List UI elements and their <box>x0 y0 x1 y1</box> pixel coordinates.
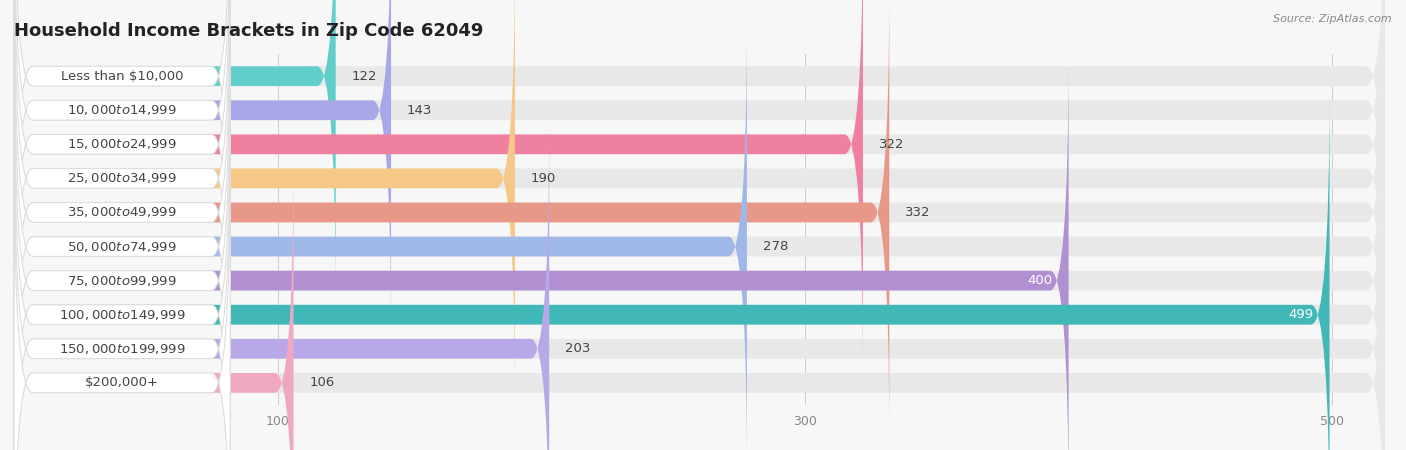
FancyBboxPatch shape <box>14 0 1385 407</box>
Text: $50,000 to $74,999: $50,000 to $74,999 <box>67 239 177 253</box>
FancyBboxPatch shape <box>14 0 231 407</box>
FancyBboxPatch shape <box>14 0 1385 339</box>
Text: $200,000+: $200,000+ <box>86 376 159 389</box>
FancyBboxPatch shape <box>14 52 231 450</box>
Text: 400: 400 <box>1028 274 1053 287</box>
FancyBboxPatch shape <box>14 0 231 441</box>
FancyBboxPatch shape <box>14 86 1330 450</box>
Text: $100,000 to $149,999: $100,000 to $149,999 <box>59 308 186 322</box>
FancyBboxPatch shape <box>14 0 863 373</box>
FancyBboxPatch shape <box>14 0 336 305</box>
Text: $15,000 to $24,999: $15,000 to $24,999 <box>67 137 177 151</box>
FancyBboxPatch shape <box>14 86 231 450</box>
Text: $10,000 to $14,999: $10,000 to $14,999 <box>67 103 177 117</box>
FancyBboxPatch shape <box>14 0 1385 373</box>
FancyBboxPatch shape <box>14 86 1385 450</box>
FancyBboxPatch shape <box>14 0 515 407</box>
FancyBboxPatch shape <box>14 154 1385 450</box>
Text: Less than $10,000: Less than $10,000 <box>60 70 183 83</box>
Text: $150,000 to $199,999: $150,000 to $199,999 <box>59 342 186 356</box>
FancyBboxPatch shape <box>14 0 1385 305</box>
Text: 332: 332 <box>905 206 931 219</box>
Text: 106: 106 <box>309 376 335 389</box>
FancyBboxPatch shape <box>14 0 391 339</box>
FancyBboxPatch shape <box>14 0 231 339</box>
Text: 203: 203 <box>565 342 591 355</box>
Text: 499: 499 <box>1289 308 1313 321</box>
Text: Household Income Brackets in Zip Code 62049: Household Income Brackets in Zip Code 62… <box>14 22 484 40</box>
FancyBboxPatch shape <box>14 18 231 450</box>
Text: 122: 122 <box>352 70 377 83</box>
FancyBboxPatch shape <box>14 0 890 441</box>
FancyBboxPatch shape <box>14 18 1385 450</box>
FancyBboxPatch shape <box>14 18 747 450</box>
Text: 322: 322 <box>879 138 904 151</box>
FancyBboxPatch shape <box>14 0 231 305</box>
Text: 143: 143 <box>406 104 432 117</box>
Text: $25,000 to $34,999: $25,000 to $34,999 <box>67 171 177 185</box>
FancyBboxPatch shape <box>14 120 231 450</box>
FancyBboxPatch shape <box>14 120 550 450</box>
Text: $35,000 to $49,999: $35,000 to $49,999 <box>67 206 177 220</box>
FancyBboxPatch shape <box>14 120 1385 450</box>
Text: 190: 190 <box>531 172 555 185</box>
FancyBboxPatch shape <box>14 0 1385 441</box>
FancyBboxPatch shape <box>14 0 231 373</box>
FancyBboxPatch shape <box>14 154 294 450</box>
FancyBboxPatch shape <box>14 52 1385 450</box>
FancyBboxPatch shape <box>14 154 231 450</box>
Text: $75,000 to $99,999: $75,000 to $99,999 <box>67 274 177 288</box>
FancyBboxPatch shape <box>14 52 1069 450</box>
Text: Source: ZipAtlas.com: Source: ZipAtlas.com <box>1274 14 1392 23</box>
Text: 278: 278 <box>763 240 789 253</box>
